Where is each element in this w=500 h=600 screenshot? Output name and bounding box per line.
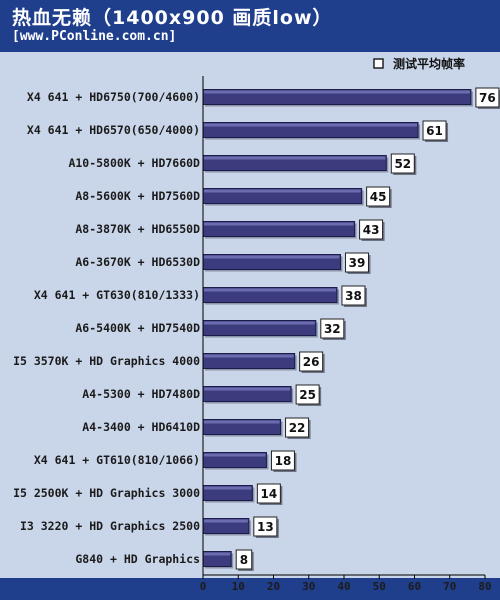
value-label-box: [256, 483, 281, 504]
bar-highlight: [204, 90, 470, 94]
value-label-box: [299, 351, 324, 372]
category-label: X4 641 + GT630(810/1333): [34, 288, 200, 302]
legend-swatch: [373, 58, 384, 69]
bar-highlight: [204, 123, 418, 127]
category-label: G840 + HD Graphics: [75, 552, 200, 566]
value-label-box: [359, 219, 384, 240]
bars-layer: X4 641 + HD6750(700/4600) 76 X4 641 + HD65…: [13, 87, 500, 571]
bar-group: G840 + HD Graphics 8: [75, 549, 254, 571]
value-label: 38: [345, 289, 362, 303]
x-tick-label: 60: [408, 580, 421, 593]
bar-highlight: [204, 420, 280, 424]
page-subtitle: [www.PConline.com.cn]: [12, 29, 177, 44]
category-label: X4 641 + HD6750(700/4600): [27, 90, 200, 104]
category-label: A10-5800K + HD7660D: [68, 156, 200, 170]
bar-group: X4 641 + HD6750(700/4600) 76: [27, 87, 500, 109]
bar-group: A4-3400 + HD6410D 22: [82, 417, 311, 439]
value-label: 14: [260, 487, 277, 501]
value-label-box: [320, 318, 345, 339]
x-tick-label: 0: [200, 580, 207, 593]
value-label: 43: [363, 223, 380, 237]
bar-highlight: [204, 552, 231, 556]
value-label: 76: [479, 91, 496, 105]
bar-highlight: [204, 156, 386, 160]
category-label: X4 641 + GT610(810/1066): [34, 453, 200, 467]
value-label-box: [475, 87, 500, 108]
value-label-box: [341, 285, 366, 306]
legend-label: 测试平均帧率: [393, 56, 465, 71]
bar-highlight: [204, 189, 361, 193]
value-label-box: [422, 120, 447, 141]
bar-group: A6-5400K + HD7540D 32: [75, 318, 346, 340]
category-label: A4-3400 + HD6410D: [82, 420, 200, 434]
x-axis: 0 10 20 30 40 50 60 70 80: [200, 76, 492, 593]
bar-highlight: [204, 288, 336, 292]
bar-highlight: [204, 453, 266, 457]
page-title: 热血无赖（1400x900 画质low）: [12, 7, 333, 29]
bar-group: A8-5600K + HD7560D 45: [75, 186, 392, 208]
bar-group: A10-5800K + HD7660D 52: [68, 153, 417, 175]
category-label: A8-5600K + HD7560D: [75, 189, 200, 203]
category-label: I5 3570K + HD Graphics 4000: [13, 354, 200, 368]
bar-group: I5 3570K + HD Graphics 4000 26: [13, 351, 325, 373]
value-label: 32: [324, 322, 341, 336]
category-label: A8-3870K + HD6550D: [75, 222, 200, 236]
value-label-box: [390, 153, 415, 174]
value-label: 61: [426, 124, 443, 138]
value-label-box: [253, 516, 278, 537]
value-label-box: [285, 417, 310, 438]
value-label: 25: [299, 388, 316, 402]
category-label: A4-5300 + HD7480D: [82, 387, 200, 401]
value-label: 45: [370, 190, 387, 204]
value-label-box: [344, 252, 369, 273]
value-label-box: [366, 186, 391, 207]
bar-highlight: [204, 486, 252, 490]
legend-box: [368, 56, 494, 74]
bar-group: A4-5300 + HD7480D 25: [82, 384, 322, 406]
value-label: 22: [289, 421, 306, 435]
bar-group: X4 641 + GT630(810/1333) 38: [34, 285, 367, 307]
bar-group: I5 2500K + HD Graphics 3000 14: [13, 483, 283, 505]
bar-group: I3 3220 + HD Graphics 2500 13: [20, 516, 279, 538]
value-label: 39: [349, 256, 366, 270]
value-label: 13: [257, 520, 274, 534]
bar-highlight: [204, 387, 291, 391]
category-label: A6-5400K + HD7540D: [75, 321, 200, 335]
value-label-box: [235, 549, 253, 570]
x-tick-label: 80: [478, 580, 491, 593]
category-label: I3 3220 + HD Graphics 2500: [20, 519, 200, 533]
value-label: 52: [394, 157, 411, 171]
bar-highlight: [204, 255, 340, 259]
bar-group: X4 641 + GT610(810/1066) 18: [34, 450, 297, 472]
bar-group: A6-3670K + HD6530D 39: [75, 252, 371, 274]
bar-group: A8-3870K + HD6550D 43: [75, 219, 385, 241]
x-tick-label: 10: [232, 580, 245, 593]
x-tick-label: 70: [443, 580, 456, 593]
bar-highlight: [204, 222, 354, 226]
category-label: X4 641 + HD6570(650/4000): [27, 123, 200, 137]
value-label-box: [270, 450, 295, 471]
x-tick-label: 20: [267, 580, 280, 593]
x-tick-label: 50: [373, 580, 386, 593]
value-label-box: [295, 384, 320, 405]
x-tick-label: 30: [302, 580, 315, 593]
value-label: 26: [303, 355, 320, 369]
value-label: 18: [275, 454, 292, 468]
category-label: A6-3670K + HD6530D: [75, 255, 200, 269]
bar-highlight: [204, 519, 248, 523]
bar-group: X4 641 + HD6570(650/4000) 61: [27, 120, 449, 142]
category-label: I5 2500K + HD Graphics 3000: [13, 486, 200, 500]
bar-highlight: [204, 321, 315, 325]
value-label: 8: [240, 553, 248, 567]
bar-highlight: [204, 354, 294, 358]
x-tick-label: 40: [337, 580, 350, 593]
